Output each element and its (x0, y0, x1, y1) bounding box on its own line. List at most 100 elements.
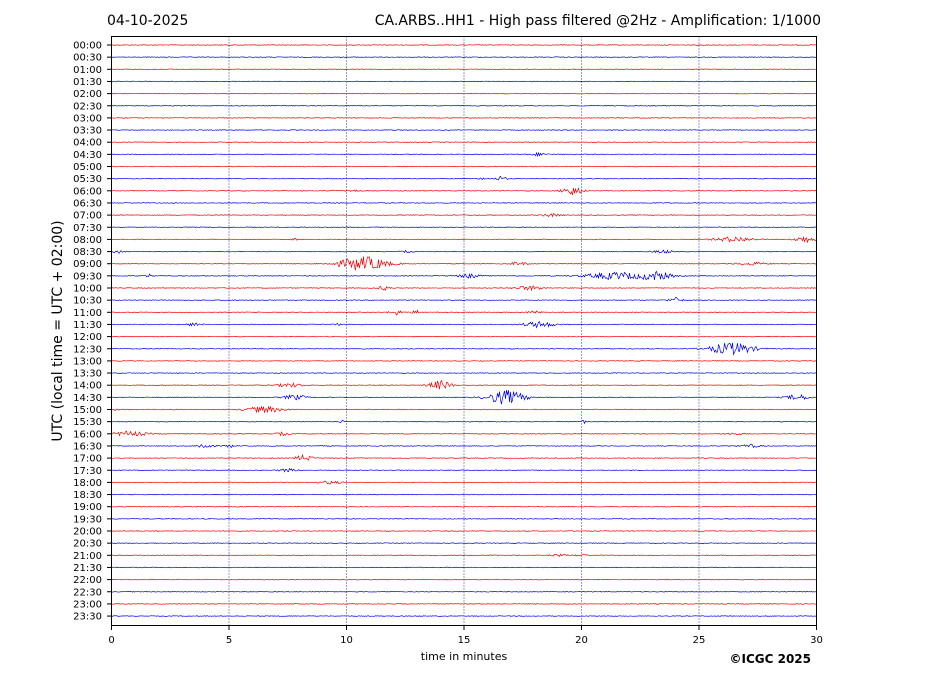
y-tick-label: 01:30 (73, 77, 102, 88)
y-tick-label: 07:00 (73, 211, 102, 222)
trace-line (111, 578, 817, 581)
y-tick-label: 21:30 (73, 563, 102, 574)
chart-title: CA.ARBS..HH1 - High pass filtered @2Hz -… (375, 13, 821, 29)
trace-line (111, 270, 817, 281)
trace-line (111, 342, 817, 356)
y-tick-label: 01:00 (73, 65, 102, 76)
y-tick-label: 08:00 (73, 235, 102, 246)
y-tick-label: 11:30 (73, 320, 102, 331)
plot-frame (111, 36, 817, 626)
trace-line (111, 566, 817, 569)
trace-line (111, 309, 817, 316)
x-tick-label: 25 (693, 635, 706, 646)
y-tick-label: 03:00 (73, 113, 102, 124)
y-tick-label: 12:00 (73, 332, 102, 343)
trace-line (111, 335, 817, 338)
trace-line (111, 615, 817, 617)
y-tick-label: 09:30 (73, 271, 102, 282)
vertical-gridlines (228, 36, 700, 626)
trace-line (111, 187, 817, 196)
y-tick-label: 06:00 (73, 186, 102, 197)
trace-line (111, 105, 817, 107)
trace-line (111, 175, 817, 181)
x-tick-label: 5 (226, 635, 232, 646)
trace-line (111, 603, 817, 605)
trace-line (111, 480, 817, 485)
trace-line (111, 141, 817, 143)
trace-line (111, 430, 817, 437)
trace-line (111, 129, 817, 131)
trace-line (111, 389, 817, 405)
x-axis-label: time in minutes (421, 650, 508, 663)
seismic-traces (111, 44, 817, 617)
y-tick-label: 08:30 (73, 247, 102, 258)
y-tick-label: 19:30 (73, 514, 102, 525)
y-tick-label: 18:00 (73, 478, 102, 489)
y-tick-label: 04:30 (73, 150, 102, 161)
y-tick-label: 04:00 (73, 138, 102, 149)
y-tick-label: 19:00 (73, 502, 102, 513)
trace-line (111, 379, 817, 390)
y-tick-label: 05:00 (73, 162, 102, 173)
y-tick-label: 20:00 (73, 527, 102, 538)
y-tick-label: 22:00 (73, 575, 102, 586)
y-tick-label: 20:30 (73, 539, 102, 550)
trace-line (111, 372, 817, 374)
trace-line (111, 235, 817, 244)
trace-line (111, 530, 817, 532)
trace-line (111, 297, 817, 302)
y-tick-label: 13:00 (73, 356, 102, 367)
y-tick-label: 02:30 (73, 101, 102, 112)
y-axis-label: UTC (local time = UTC + 02:00) (50, 220, 66, 441)
y-tick-label: 22:30 (73, 587, 102, 598)
y-tick-label: 14:30 (73, 393, 102, 404)
trace-line (111, 249, 817, 254)
copyright-label: ©ICGC 2025 (729, 652, 811, 666)
trace-line (111, 467, 817, 473)
trace-line (111, 68, 817, 71)
trace-line (111, 505, 817, 508)
y-tick-label: 15:00 (73, 405, 102, 416)
trace-line (111, 360, 817, 362)
trace-line (111, 256, 817, 271)
trace-line (111, 405, 817, 414)
trace-line (111, 117, 817, 119)
y-tick-label: 10:00 (73, 284, 102, 295)
y-tick-label: 07:30 (73, 223, 102, 234)
x-tick-label: 30 (810, 635, 823, 646)
y-tick-label: 00:30 (73, 53, 102, 64)
trace-line (111, 590, 817, 593)
trace-line (111, 542, 817, 544)
y-tick-label: 23:30 (73, 612, 102, 623)
trace-line (111, 80, 817, 83)
x-tick-label: 15 (458, 635, 471, 646)
trace-line (111, 44, 817, 46)
y-tick-label: 10:30 (73, 296, 102, 307)
y-tick-label: 03:30 (73, 126, 102, 137)
y-tick-label: 06:30 (73, 198, 102, 209)
trace-line (111, 226, 817, 228)
trace-line (111, 443, 817, 449)
trace-line (111, 151, 817, 158)
y-tick-label: 18:30 (73, 490, 102, 501)
trace-line (111, 518, 817, 520)
y-tick-label: 15:30 (73, 417, 102, 428)
y-tick-label: 00:00 (73, 41, 102, 52)
trace-line (111, 553, 817, 558)
y-tick-label: 21:00 (73, 551, 102, 562)
trace-line (111, 202, 817, 204)
x-tick-label: 10 (340, 635, 353, 646)
y-tick-label: 17:00 (73, 454, 102, 465)
trace-line (111, 212, 817, 218)
trace-line (111, 92, 817, 95)
trace-line (111, 56, 817, 58)
trace-line (111, 453, 817, 461)
trace-line (111, 165, 817, 168)
y-tick-label: 14:00 (73, 381, 102, 392)
trace-line (111, 285, 817, 292)
x-tick-label: 20 (575, 635, 588, 646)
chart-date: 04-10-2025 (107, 13, 188, 29)
y-tick-label: 16:00 (73, 429, 102, 440)
